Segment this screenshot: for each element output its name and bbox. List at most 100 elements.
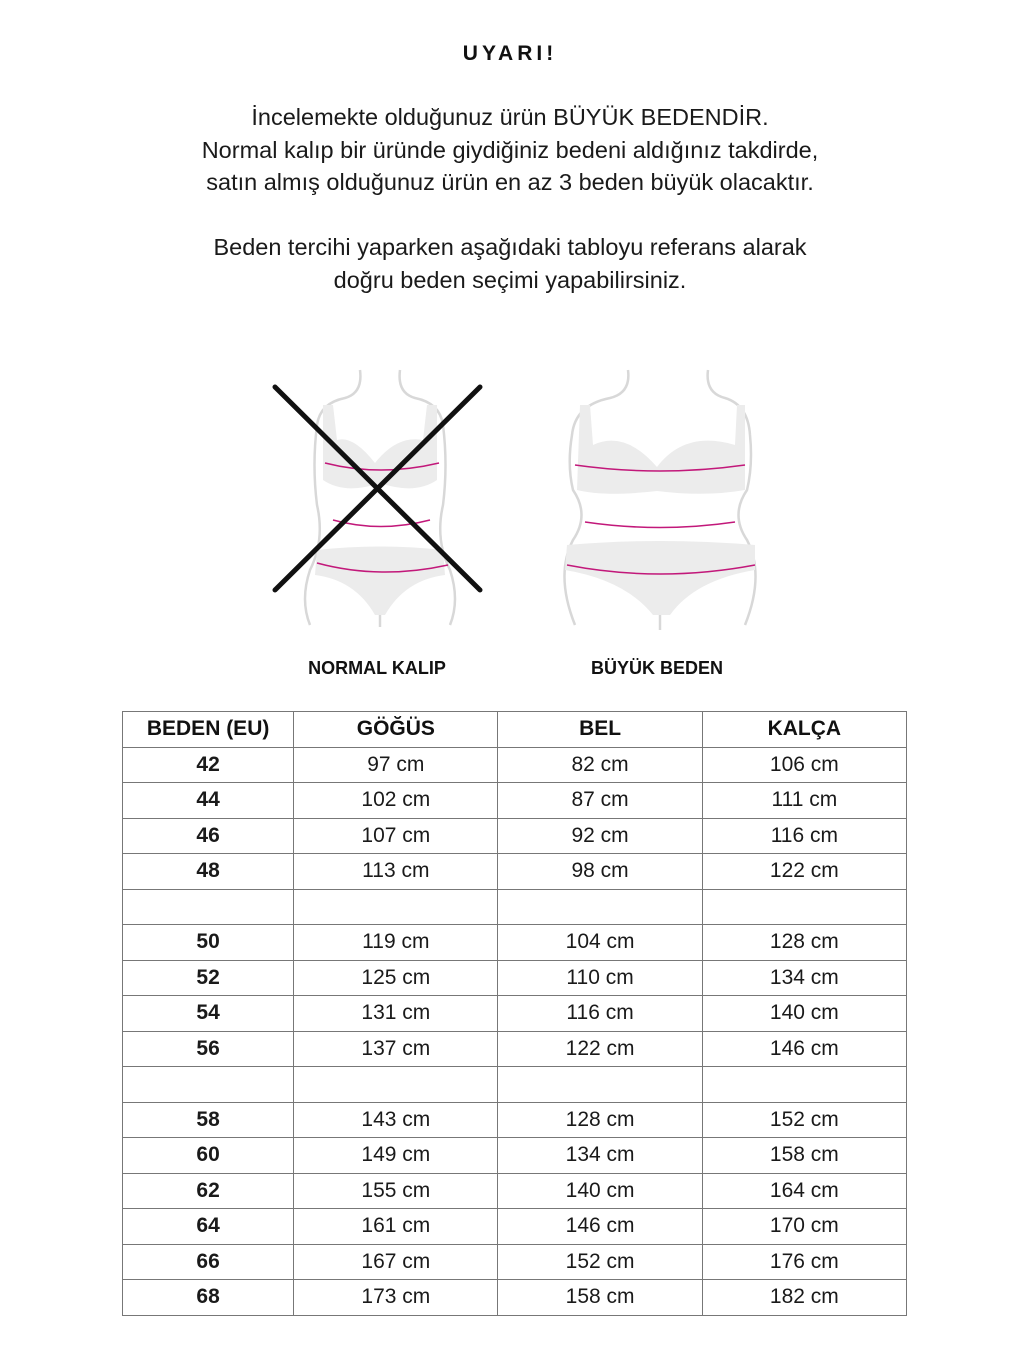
size-cell: 48 <box>121 853 295 890</box>
table-row: 68 173 cm 158 cm 182 cm <box>121 1279 908 1316</box>
warning-title: UYARI! <box>462 42 558 65</box>
size-cell: 62 <box>121 1172 295 1209</box>
table-row: 50 119 cm 104 cm 128 cm <box>121 924 908 961</box>
waist-cell: 82 cm <box>497 746 703 783</box>
waist-cell <box>497 1066 703 1103</box>
hip-cell: 111 cm <box>701 782 908 819</box>
bust-cell: 102 cm <box>293 782 499 819</box>
bust-cell: 149 cm <box>293 1137 499 1174</box>
size-cell: 50 <box>121 924 295 961</box>
table-row: 60 149 cm 134 cm 158 cm <box>121 1137 908 1174</box>
hip-cell: 176 cm <box>701 1243 908 1280</box>
hip-cell: 158 cm <box>701 1137 908 1174</box>
waist-cell: 110 cm <box>497 959 703 996</box>
waist-cell <box>497 888 703 925</box>
warning-line3: satın almış olduğunuz ürün en az 3 beden… <box>206 169 814 195</box>
hip-cell: 164 cm <box>701 1172 908 1209</box>
waist-cell: 128 cm <box>497 1101 703 1138</box>
header-bust: GÖĞÜS <box>293 711 499 748</box>
bust-cell: 167 cm <box>293 1243 499 1280</box>
size-cell: 54 <box>121 995 295 1032</box>
hip-cell: 140 cm <box>701 995 908 1032</box>
bust-cell: 143 cm <box>293 1101 499 1138</box>
bust-cell: 113 cm <box>293 853 499 890</box>
size-cell: 60 <box>121 1137 295 1174</box>
waist-cell: 140 cm <box>497 1172 703 1209</box>
warning-text: İncelemekte olduğunuz ürün BÜYÜK BEDENDİ… <box>0 101 1020 199</box>
bust-cell: 161 cm <box>293 1208 499 1245</box>
hip-cell <box>701 1066 908 1103</box>
waist-cell: 92 cm <box>497 817 703 854</box>
header-hip: KALÇA <box>701 711 908 748</box>
bust-cell: 131 cm <box>293 995 499 1032</box>
size-cell: 66 <box>121 1243 295 1280</box>
bust-cell <box>293 1066 499 1103</box>
hip-cell: 182 cm <box>701 1279 908 1316</box>
table-row: 54 131 cm 116 cm 140 cm <box>121 995 908 1032</box>
size-cell <box>121 888 295 925</box>
bust-cell: 173 cm <box>293 1279 499 1316</box>
warning-line1-pre: İncelemekte olduğunuz ürün <box>251 104 554 130</box>
plus-size-body-illustration <box>563 369 757 630</box>
hip-cell: 152 cm <box>701 1101 908 1138</box>
hip-cell: 116 cm <box>701 817 908 854</box>
table-row: 56 137 cm 122 cm 146 cm <box>121 1030 908 1067</box>
instruction-line1: Beden tercihi yaparken aşağıdaki tabloyu… <box>213 234 807 260</box>
bust-cell: 137 cm <box>293 1030 499 1067</box>
warning-line2: Normal kalıp bir üründe giydiğiniz beden… <box>201 136 819 163</box>
hip-cell: 146 cm <box>701 1030 908 1067</box>
hip-cell: 122 cm <box>701 853 908 890</box>
size-cell: 44 <box>121 782 295 819</box>
table-row: 46 107 cm 92 cm 116 cm <box>121 817 908 854</box>
bust-cell: 119 cm <box>293 924 499 961</box>
warning-line1-emphasis: BÜYÜK BEDENDİR <box>553 104 763 130</box>
bust-cell: 97 cm <box>293 746 499 783</box>
warning-line1-post: . <box>762 104 769 130</box>
table-spacer-row <box>121 1066 908 1103</box>
waist-cell: 98 cm <box>497 853 703 890</box>
hip-cell: 170 cm <box>701 1208 908 1245</box>
instruction-text: Beden tercihi yaparken aşağıdaki tabloyu… <box>0 231 1020 296</box>
header-size: BEDEN (EU) <box>121 711 295 748</box>
waist-cell: 134 cm <box>497 1137 703 1174</box>
waist-cell: 116 cm <box>497 995 703 1032</box>
hip-cell: 134 cm <box>701 959 908 996</box>
table-spacer-row <box>121 888 908 925</box>
size-cell: 52 <box>121 959 295 996</box>
size-cell: 68 <box>121 1279 295 1316</box>
normal-fit-label: NORMAL KALIP <box>308 658 446 678</box>
waist-cell: 158 cm <box>497 1279 703 1316</box>
table-row: 42 97 cm 82 cm 106 cm <box>121 746 908 783</box>
size-chart-table: BEDEN (EU) GÖĞÜS BEL KALÇA 42 97 cm 82 cm 1… <box>121 711 908 1316</box>
table-row: 66 167 cm 152 cm 176 cm <box>121 1243 908 1280</box>
header-waist: BEL <box>497 711 703 748</box>
size-cell: 56 <box>121 1030 295 1067</box>
waist-cell: 122 cm <box>497 1030 703 1067</box>
table-row: 44 102 cm 87 cm 111 cm <box>121 782 908 819</box>
table-row: 52 125 cm 110 cm 134 cm <box>121 959 908 996</box>
waist-cell: 146 cm <box>497 1208 703 1245</box>
bust-cell: 125 cm <box>293 959 499 996</box>
table-header-row: BEDEN (EU) GÖĞÜS BEL KALÇA <box>121 711 908 748</box>
table-row: 62 155 cm 140 cm 164 cm <box>121 1172 908 1209</box>
size-cell: 64 <box>121 1208 295 1245</box>
table-row: 64 161 cm 146 cm 170 cm <box>121 1208 908 1245</box>
hip-cell: 106 cm <box>701 746 908 783</box>
bust-cell: 107 cm <box>293 817 499 854</box>
bust-cell: 155 cm <box>293 1172 499 1209</box>
waist-cell: 87 cm <box>497 782 703 819</box>
plus-size-label: BÜYÜK BEDEN <box>590 658 723 678</box>
size-cell: 46 <box>121 817 295 854</box>
hip-cell <box>701 888 908 925</box>
bust-cell <box>293 888 499 925</box>
waist-cell: 152 cm <box>497 1243 703 1280</box>
size-cell: 42 <box>121 746 295 783</box>
hip-cell: 128 cm <box>701 924 908 961</box>
waist-cell: 104 cm <box>497 924 703 961</box>
size-cell <box>121 1066 295 1103</box>
size-cell: 58 <box>121 1101 295 1138</box>
table-row: 48 113 cm 98 cm 122 cm <box>121 853 908 890</box>
instruction-line2: doğru beden seçimi yapabilirsiniz. <box>333 266 687 293</box>
table-row: 58 143 cm 128 cm 152 cm <box>121 1101 908 1138</box>
normal-body-illustration <box>272 369 483 627</box>
